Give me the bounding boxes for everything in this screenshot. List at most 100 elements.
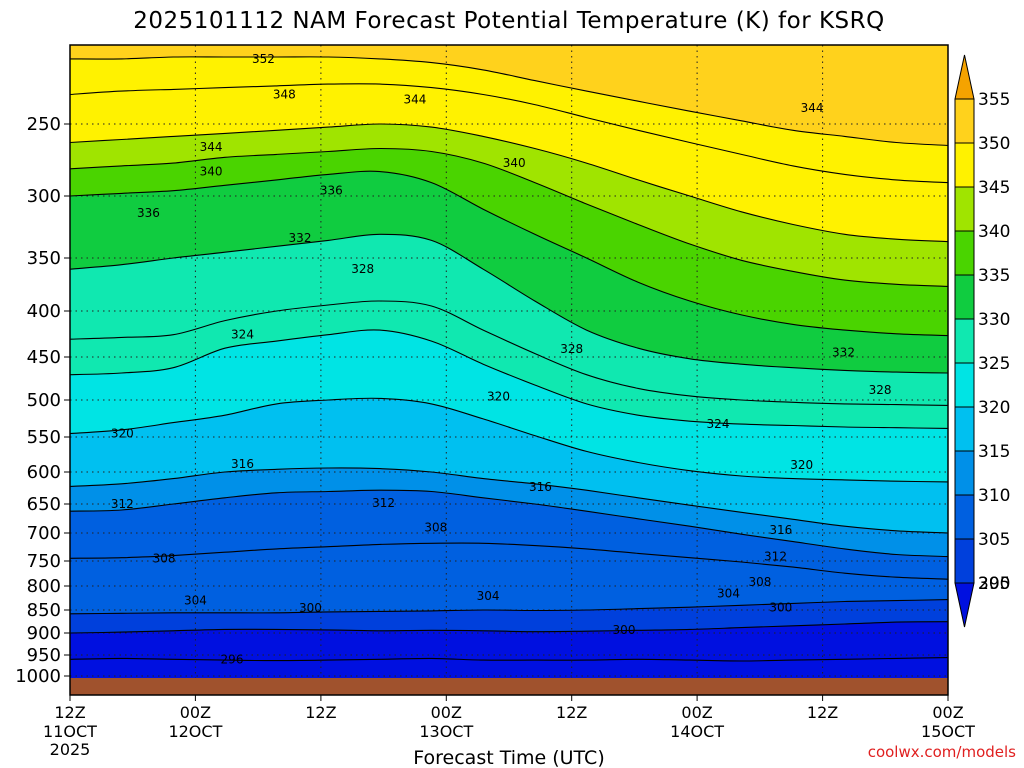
source-credit: coolwx.com/models	[868, 743, 1016, 761]
colorbar-swatch-305	[954, 494, 975, 540]
y-tick-label-400: 400	[27, 301, 61, 322]
contour-label-332: 332	[289, 231, 312, 245]
contour-labels: 352 348 344 344 344 340 340 336 336 332 328 324 328 3…	[111, 52, 892, 666]
shade-band-324	[70, 329, 948, 482]
shade-band-328	[70, 300, 948, 429]
contour-label-340: 340	[200, 165, 223, 179]
theta-shading	[70, 45, 948, 695]
contour-label-336: 336	[320, 184, 343, 198]
contour-label-328: 328	[869, 383, 892, 397]
x-tick-line2-84: 15OCT	[921, 722, 975, 741]
shade-band-344	[70, 124, 948, 287]
contour-label-312: 312	[764, 550, 787, 564]
x-tick-line1-72: 12Z	[807, 703, 838, 722]
colorbar-label-310: 310	[978, 486, 1010, 506]
contour-label-328: 328	[351, 262, 374, 276]
x-tick-line1-84: 00Z	[932, 703, 963, 722]
contour-label-324: 324	[707, 417, 730, 431]
isentrope-328	[70, 300, 948, 406]
contour-label-312: 312	[111, 497, 134, 511]
x-tick-line2-12: 12OCT	[168, 722, 222, 741]
colorbar-swatch-315	[954, 406, 975, 452]
y-tick-label-500: 500	[27, 390, 61, 411]
contour-label-324: 324	[231, 328, 254, 342]
isentrope-296	[70, 657, 948, 662]
contour-label-344: 344	[403, 93, 426, 107]
contour-label-308: 308	[424, 520, 447, 534]
colorbar-label-355: 355	[978, 90, 1010, 110]
shade-band-308	[70, 543, 948, 614]
colorbar-swatch-345	[954, 142, 975, 188]
contour-label-296: 296	[221, 652, 244, 666]
colorbar-label-300: 300	[978, 574, 1010, 594]
colorbar-cap-bottom	[954, 582, 975, 628]
isentrope-340	[70, 147, 948, 287]
y-tick-label-300: 300	[27, 186, 61, 207]
y-tick-label-900: 900	[27, 623, 61, 644]
colorbar-swatch-325	[954, 318, 975, 364]
y-tick-label-250: 250	[27, 114, 61, 135]
x-axis-label: Forecast Time (UTC)	[413, 747, 604, 768]
x-tick-line3-0: 2025	[50, 740, 91, 759]
y-axis-pressure-ticks: 2503003504004505005506006507007508008509…	[15, 114, 70, 687]
colorbar-swatch-320	[954, 362, 975, 408]
contour-label-308: 308	[748, 575, 771, 589]
colorbar-label-295: 295	[978, 574, 1010, 594]
x-tick-line1-60: 00Z	[681, 703, 712, 722]
contour-label-316: 316	[529, 480, 552, 494]
isentrope-320	[70, 397, 948, 483]
y-tick-label-450: 450	[27, 347, 61, 368]
contour-label-304: 304	[184, 594, 207, 608]
contour-label-316: 316	[231, 457, 254, 471]
isentrope-316	[70, 467, 948, 534]
x-tick-line2-60: 14OCT	[670, 722, 724, 741]
contour-label-300: 300	[613, 623, 636, 637]
contour-label-336: 336	[137, 206, 160, 220]
contour-label-312: 312	[372, 496, 395, 510]
contour-label-348: 348	[273, 88, 296, 102]
shade-band-348	[70, 83, 948, 242]
contour-label-320: 320	[790, 458, 813, 472]
isentrope-336	[70, 170, 948, 337]
colorbar-cap-top	[954, 54, 975, 100]
plot-frame	[69, 44, 949, 696]
y-tick-label-800: 800	[27, 576, 61, 597]
colorbar-swatch-350	[954, 98, 975, 144]
y-tick-label-650: 650	[27, 494, 61, 515]
x-tick-line2-0: 11OCT	[43, 722, 97, 741]
contour-label-308: 308	[153, 551, 176, 565]
x-tick-line2-36: 13OCT	[419, 722, 473, 741]
colorbar-swatch-330	[954, 274, 975, 320]
colorbar-label-350: 350	[978, 134, 1010, 154]
colorbar-swatch-300	[954, 538, 975, 584]
isentrope-308	[70, 542, 948, 580]
contour-label-304: 304	[477, 589, 500, 603]
colorbar-swatch-310	[954, 450, 975, 496]
isentrope-344	[70, 123, 948, 243]
contour-label-320: 320	[111, 427, 134, 441]
ground-surface	[70, 678, 948, 695]
y-tick-label-550: 550	[27, 427, 61, 448]
contour-label-344: 344	[200, 140, 223, 154]
contour-label-320: 320	[487, 390, 510, 404]
shade-band-304	[70, 599, 948, 633]
x-tick-line1-12: 00Z	[180, 703, 211, 722]
contour-label-316: 316	[769, 523, 792, 537]
colorbar-label-305: 305	[978, 530, 1010, 550]
shade-band-300	[70, 621, 948, 661]
shade-band-320	[70, 398, 948, 533]
contour-label-340: 340	[503, 156, 526, 170]
isentrope-312	[70, 489, 948, 558]
y-tick-label-750: 750	[27, 551, 61, 572]
isentrope-352	[70, 56, 948, 147]
y-tick-label-850: 850	[27, 600, 61, 621]
x-tick-line1-48: 12Z	[556, 703, 587, 722]
isentrope-348	[70, 83, 948, 184]
contour-label-328: 328	[560, 342, 583, 356]
chart-title: 2025101112 NAM Forecast Potential Temper…	[133, 8, 885, 34]
x-tick-line1-36: 00Z	[431, 703, 462, 722]
shade-band-332	[70, 234, 948, 406]
y-tick-label-950: 950	[27, 645, 61, 666]
